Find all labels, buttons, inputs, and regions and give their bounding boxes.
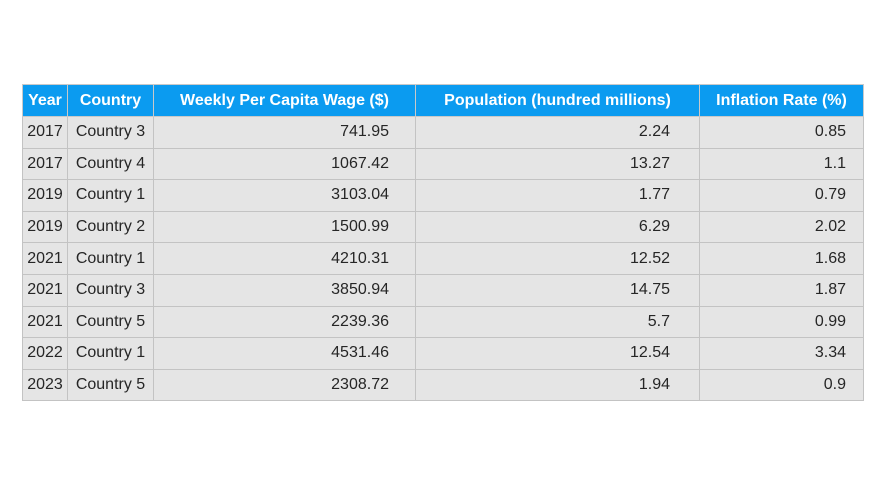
cell-country: Country 5 [67,368,154,402]
cell-population: 14.75 [415,273,700,307]
table-row: 2021 Country 5 2239.36 5.7 0.99 [22,305,864,339]
cell-inflation-rate: 1.87 [699,273,864,307]
cell-inflation-rate: 0.9 [699,368,864,402]
cell-country: Country 2 [67,210,154,244]
cell-weekly-wage: 4531.46 [153,337,416,370]
table-row: 2019 Country 1 3103.04 1.77 0.79 [22,179,864,212]
table-row: 2017 Country 3 741.95 2.24 0.85 [22,116,864,149]
cell-population: 5.7 [415,305,700,339]
cell-weekly-wage: 2308.72 [153,368,416,402]
table-row: 2021 Country 1 4210.31 12.52 1.68 [22,242,864,275]
cell-inflation-rate: 0.99 [699,305,864,339]
cell-inflation-rate: 1.1 [699,147,864,181]
cell-year: 2021 [22,273,68,307]
table-body: 2017 Country 3 741.95 2.24 0.85 2017 Country 4… [22,116,864,402]
cell-population: 1.77 [415,179,700,212]
header-population: Population (hundred millions) [415,84,700,117]
header-weekly-wage: Weekly Per Capita Wage ($) [153,84,416,117]
table-row: 2019 Country 2 1500.99 6.29 2.02 [22,210,864,244]
cell-weekly-wage: 1067.42 [153,147,416,181]
cell-population: 12.52 [415,242,700,275]
cell-weekly-wage: 3850.94 [153,273,416,307]
header-inflation-rate: Inflation Rate (%) [699,84,864,117]
header-row: Year Country Weekly Per Capita Wage ($) … [22,84,864,117]
data-table: Year Country Weekly Per Capita Wage ($) … [22,84,864,402]
cell-inflation-rate: 0.85 [699,116,864,149]
cell-inflation-rate: 0.79 [699,179,864,212]
table-row: 2017 Country 4 1067.42 13.27 1.1 [22,147,864,181]
cell-weekly-wage: 1500.99 [153,210,416,244]
table-row: 2021 Country 3 3850.94 14.75 1.87 [22,273,864,307]
cell-weekly-wage: 2239.36 [153,305,416,339]
cell-year: 2019 [22,179,68,212]
cell-inflation-rate: 3.34 [699,337,864,370]
cell-country: Country 3 [67,273,154,307]
cell-year: 2021 [22,242,68,275]
cell-year: 2017 [22,116,68,149]
cell-weekly-wage: 3103.04 [153,179,416,212]
cell-inflation-rate: 2.02 [699,210,864,244]
cell-year: 2023 [22,368,68,402]
cell-year: 2017 [22,147,68,181]
table-row: 2023 Country 5 2308.72 1.94 0.9 [22,368,864,402]
cell-population: 1.94 [415,368,700,402]
cell-population: 12.54 [415,337,700,370]
cell-population: 13.27 [415,147,700,181]
cell-country: Country 1 [67,337,154,370]
cell-population: 2.24 [415,116,700,149]
cell-inflation-rate: 1.68 [699,242,864,275]
header-year: Year [22,84,68,117]
cell-country: Country 1 [67,242,154,275]
cell-country: Country 5 [67,305,154,339]
table-row: 2022 Country 1 4531.46 12.54 3.34 [22,337,864,370]
cell-weekly-wage: 4210.31 [153,242,416,275]
cell-country: Country 4 [67,147,154,181]
cell-country: Country 3 [67,116,154,149]
cell-country: Country 1 [67,179,154,212]
cell-weekly-wage: 741.95 [153,116,416,149]
cell-year: 2021 [22,305,68,339]
cell-year: 2019 [22,210,68,244]
header-country: Country [67,84,154,117]
cell-year: 2022 [22,337,68,370]
cell-population: 6.29 [415,210,700,244]
